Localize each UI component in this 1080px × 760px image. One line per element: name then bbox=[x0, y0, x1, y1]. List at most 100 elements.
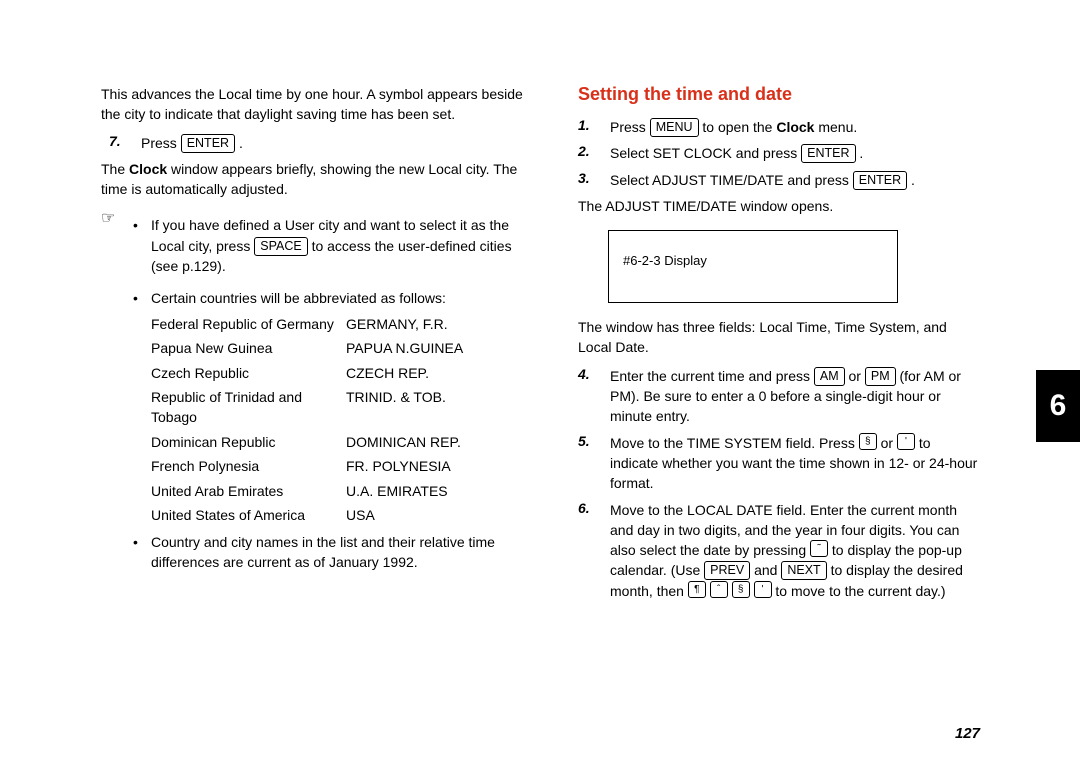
table-row: Republic of Trinidad and TobagoTRINID. &… bbox=[151, 388, 531, 427]
note-list: • If you have defined a User city and wa… bbox=[133, 209, 531, 282]
text: or bbox=[877, 435, 897, 451]
left-column: This advances the Local time by one hour… bbox=[101, 84, 531, 579]
note-bullet-1: • If you have defined a User city and wa… bbox=[133, 215, 531, 276]
country-code: FR. POLYNESIA bbox=[346, 457, 451, 477]
text: . bbox=[907, 172, 915, 188]
arrow-key: § bbox=[859, 433, 877, 450]
after-box: The window has three fields: Local Time,… bbox=[578, 317, 978, 358]
country-name: Republic of Trinidad and Tobago bbox=[151, 388, 346, 427]
country-name: Dominican Republic bbox=[151, 433, 346, 453]
manual-page: This advances the Local time by one hour… bbox=[0, 0, 1080, 760]
table-row: United States of AmericaUSA bbox=[151, 506, 531, 526]
country-name: Czech Republic bbox=[151, 364, 346, 384]
text: Select SET CLOCK and press bbox=[610, 145, 801, 161]
arrow-key: § bbox=[732, 581, 750, 598]
bullet-body: If you have defined a User city and want… bbox=[151, 215, 531, 276]
step-body: Move to the LOCAL DATE field. Enter the … bbox=[610, 500, 978, 601]
country-code: CZECH REP. bbox=[346, 364, 429, 384]
country-name: Papua New Guinea bbox=[151, 339, 346, 359]
display-box: #6-2-3 Display bbox=[608, 230, 898, 303]
country-name: United States of America bbox=[151, 506, 346, 526]
bold-text: Clock bbox=[129, 161, 167, 177]
step-number: 7. bbox=[109, 133, 141, 153]
step-6: 6. Move to the LOCAL DATE field. Enter t… bbox=[578, 500, 978, 601]
step-1: 1. Press MENU to open the Clock menu. bbox=[578, 117, 978, 137]
table-row: Papua New GuineaPAPUA N.GUINEA bbox=[151, 339, 531, 359]
table-row: French PolynesiaFR. POLYNESIA bbox=[151, 457, 531, 477]
arrow-key: ' bbox=[897, 433, 915, 450]
bullet-body: Certain countries will be abbreviated as… bbox=[151, 288, 446, 308]
country-code: GERMANY, F.R. bbox=[346, 315, 448, 335]
intro-paragraph: This advances the Local time by one hour… bbox=[101, 84, 531, 125]
country-name: Federal Republic of Germany bbox=[151, 315, 346, 335]
text: Press bbox=[141, 135, 181, 151]
table-row: Dominican RepublicDOMINICAN REP. bbox=[151, 433, 531, 453]
note-block: ☞ • If you have defined a User city and … bbox=[101, 209, 531, 282]
key-enter: ENTER bbox=[853, 171, 907, 190]
text: Press bbox=[610, 119, 650, 135]
after-step7-paragraph: The Clock window appears briefly, showin… bbox=[101, 159, 531, 200]
step-number: 2. bbox=[578, 143, 610, 163]
bullet-dot: • bbox=[133, 215, 151, 276]
text: . bbox=[856, 145, 864, 161]
bullet-dot: • bbox=[133, 288, 151, 308]
key-pm: PM bbox=[865, 367, 896, 386]
bullet-body: Country and city names in the list and t… bbox=[151, 532, 531, 573]
step-2: 2. Select SET CLOCK and press ENTER . bbox=[578, 143, 978, 163]
text: Move to the TIME SYSTEM field. Press bbox=[610, 435, 859, 451]
country-code: U.A. EMIRATES bbox=[346, 482, 448, 502]
section-heading: Setting the time and date bbox=[578, 84, 978, 105]
key-space: SPACE bbox=[254, 237, 307, 256]
text: to move to the current day.) bbox=[772, 583, 946, 599]
text: menu. bbox=[814, 119, 857, 135]
after-step3: The ADJUST TIME/DATE window opens. bbox=[578, 196, 978, 216]
right-column: Setting the time and date 1. Press MENU … bbox=[578, 84, 978, 607]
country-code: PAPUA N.GUINEA bbox=[346, 339, 463, 359]
step-5: 5. Move to the TIME SYSTEM field. Press … bbox=[578, 433, 978, 494]
key-menu: MENU bbox=[650, 118, 699, 137]
arrow-key: ' bbox=[754, 581, 772, 598]
step-number: 5. bbox=[578, 433, 610, 494]
key-next: NEXT bbox=[781, 561, 826, 580]
key-popup: ˜ bbox=[810, 540, 828, 557]
arrow-key: ¶ bbox=[688, 581, 706, 598]
step-body: Enter the current time and press AM or P… bbox=[610, 366, 978, 427]
step-3: 3. Select ADJUST TIME/DATE and press ENT… bbox=[578, 170, 978, 190]
key-enter: ENTER bbox=[801, 144, 855, 163]
step-4: 4. Enter the current time and press AM o… bbox=[578, 366, 978, 427]
step-number: 1. bbox=[578, 117, 610, 137]
text: Enter the current time and press bbox=[610, 368, 814, 384]
text: Select ADJUST TIME/DATE and press bbox=[610, 172, 853, 188]
step-number: 3. bbox=[578, 170, 610, 190]
step-7: 7. Press ENTER . bbox=[101, 133, 531, 153]
step-body: Select SET CLOCK and press ENTER . bbox=[610, 143, 863, 163]
bold-text: Clock bbox=[776, 119, 814, 135]
note-bullet-3: • Country and city names in the list and… bbox=[133, 532, 531, 573]
step-body: Press ENTER . bbox=[141, 133, 243, 153]
country-code: USA bbox=[346, 506, 375, 526]
step-body: Select ADJUST TIME/DATE and press ENTER … bbox=[610, 170, 915, 190]
page-number: 127 bbox=[955, 725, 980, 742]
step-number: 6. bbox=[578, 500, 610, 601]
key-am: AM bbox=[814, 367, 845, 386]
table-row: Czech RepublicCZECH REP. bbox=[151, 364, 531, 384]
text: and bbox=[750, 562, 781, 578]
step-body: Press MENU to open the Clock menu. bbox=[610, 117, 857, 137]
chapter-tab: 6 bbox=[1036, 370, 1080, 442]
text: The bbox=[101, 161, 129, 177]
text: . bbox=[235, 135, 243, 151]
abbreviation-table: Federal Republic of GermanyGERMANY, F.R.… bbox=[151, 315, 531, 526]
country-code: TRINID. & TOB. bbox=[346, 388, 446, 427]
table-row: Federal Republic of GermanyGERMANY, F.R. bbox=[151, 315, 531, 335]
note-bullet-2: • Certain countries will be abbreviated … bbox=[133, 288, 531, 308]
arrow-key: ˆ bbox=[710, 581, 728, 598]
text: or bbox=[845, 368, 865, 384]
step-body: Move to the TIME SYSTEM field. Press § o… bbox=[610, 433, 978, 494]
bullet-dot: • bbox=[133, 532, 151, 573]
step-number: 4. bbox=[578, 366, 610, 427]
table-row: United Arab EmiratesU.A. EMIRATES bbox=[151, 482, 531, 502]
country-name: United Arab Emirates bbox=[151, 482, 346, 502]
country-name: French Polynesia bbox=[151, 457, 346, 477]
pointing-hand-icon: ☞ bbox=[101, 209, 133, 282]
key-enter: ENTER bbox=[181, 134, 235, 153]
